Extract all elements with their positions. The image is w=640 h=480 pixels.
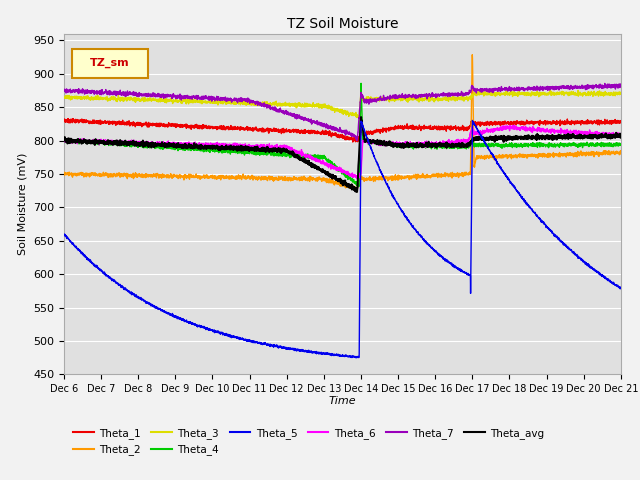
Text: TZ_sm: TZ_sm (90, 58, 129, 68)
Title: TZ Soil Moisture: TZ Soil Moisture (287, 17, 398, 31)
Legend: Theta_1, Theta_2, Theta_3, Theta_4, Theta_5, Theta_6, Theta_7, Theta_avg: Theta_1, Theta_2, Theta_3, Theta_4, Thet… (69, 424, 548, 459)
X-axis label: Time: Time (328, 396, 356, 406)
Y-axis label: Soil Moisture (mV): Soil Moisture (mV) (17, 153, 28, 255)
FancyBboxPatch shape (72, 49, 148, 78)
